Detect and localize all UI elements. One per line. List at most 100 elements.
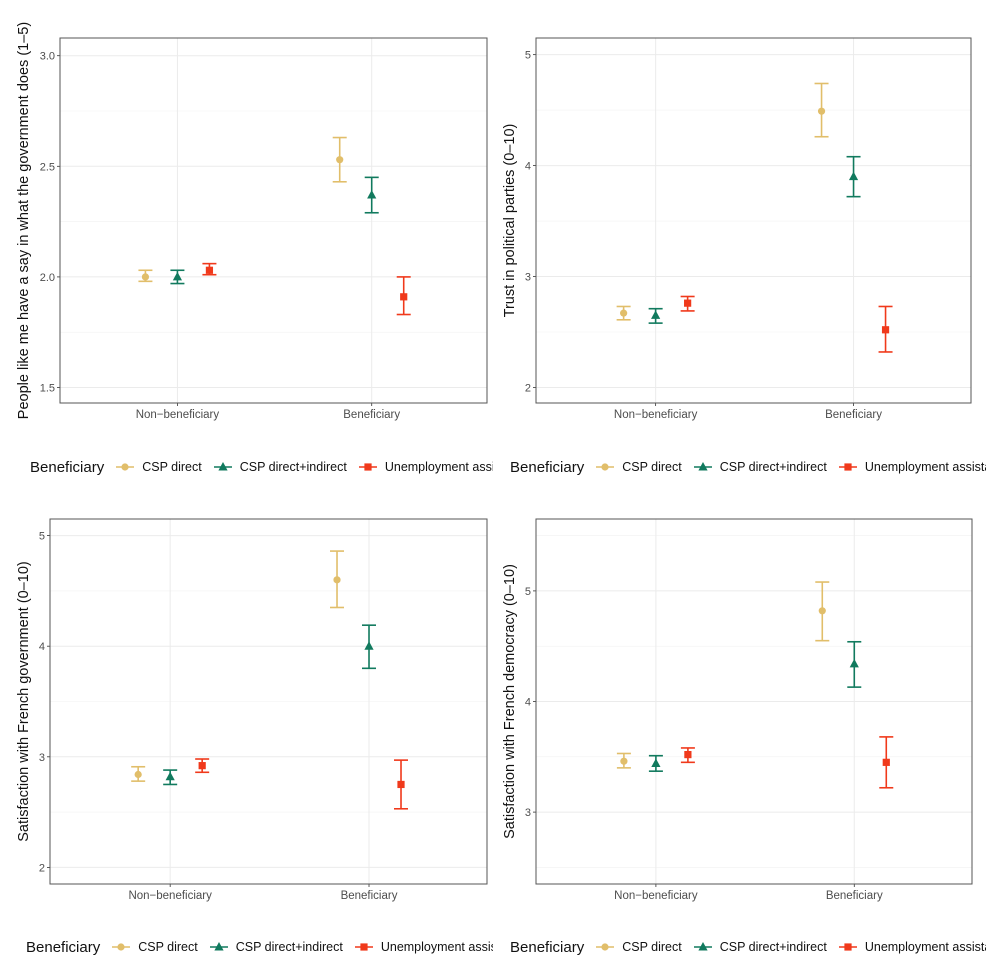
plot-frame: [59, 37, 488, 404]
legend-title: Beneficiary: [30, 458, 105, 476]
legend-bottom-right: Beneficiary CSP direct CSP direct+indirect…: [510, 937, 986, 957]
point-square: [684, 299, 692, 307]
legend-label: CSP direct: [622, 460, 682, 474]
x-tick-label: Non−beneficiary: [614, 890, 698, 902]
y-axis-label: People like me have a say in what the go…: [16, 22, 32, 419]
y-axis-label: Satisfaction with French government (0–1…: [16, 561, 32, 841]
y-axis-label: Satisfaction with French democracy (0–10…: [502, 564, 518, 839]
legend-label: CSP direct: [138, 940, 198, 954]
legend-item: CSP direct+indirect: [692, 460, 827, 474]
errorbar: [648, 307, 663, 324]
y-tick-label: 3.0: [40, 51, 55, 63]
point-square: [397, 780, 405, 789]
errorbar: [616, 305, 631, 321]
point-triangle: [651, 758, 661, 767]
errorbar: [847, 640, 862, 688]
errorbar: [163, 769, 178, 786]
y-tick-label: 5: [525, 50, 531, 62]
errorbar: [330, 550, 345, 609]
y-tick-label: 2.0: [40, 272, 55, 284]
errorbar: [814, 82, 829, 138]
legend-title: Beneficiary: [510, 938, 585, 956]
errorbar: [170, 269, 185, 285]
x-tick-label: Non−beneficiary: [128, 890, 212, 902]
x-tick-label: Beneficiary: [343, 409, 400, 421]
point-square: [364, 463, 372, 471]
errorbar: [680, 747, 695, 764]
errorbar: [878, 305, 893, 353]
point-square: [400, 293, 408, 301]
x-tick-label: Non−beneficiary: [614, 409, 698, 421]
point-square: [205, 266, 214, 274]
point-square: [882, 758, 890, 766]
point-triangle: [367, 190, 377, 199]
point-circle: [620, 309, 628, 317]
legend-key-icon: [837, 941, 859, 953]
y-tick-label: 5: [39, 531, 45, 543]
point-triangle: [651, 310, 661, 319]
y-tick-label: 2: [39, 862, 45, 874]
point-circle: [336, 156, 344, 164]
legend-key-icon: [353, 941, 375, 953]
legend-item: Unemployment assistance: [357, 460, 493, 474]
panel-2: 2 3 4 5 Non−beneficiary Beneficiary Trust in p…: [502, 37, 972, 421]
legend-label: CSP direct: [622, 940, 682, 954]
errorbar: [131, 765, 146, 782]
point-triangle: [218, 462, 228, 471]
x-tick-label: Non−beneficiary: [136, 409, 220, 421]
legend-item: CSP direct: [110, 940, 198, 954]
errorbar: [362, 624, 377, 670]
errorbar: [616, 752, 631, 769]
point-circle: [333, 576, 341, 584]
point-circle: [117, 943, 125, 951]
point-square: [360, 943, 368, 951]
legend-label: Unemployment assistance: [384, 460, 493, 474]
plot-frame: [535, 518, 973, 885]
point-circle: [601, 943, 609, 951]
legend-label: CSP direct: [142, 460, 202, 474]
errorbar: [648, 754, 663, 772]
panel-1: 1.5 2.0 2.5 3.0 Non−beneficiary Beneficiary Pe…: [16, 22, 488, 421]
legend-key-icon: [594, 461, 616, 473]
errorbar: [364, 176, 379, 214]
point-square: [198, 762, 206, 770]
y-tick-label: 3: [525, 272, 531, 284]
errorbar: [394, 759, 409, 810]
y-tick-label: 2: [525, 382, 531, 394]
legend-top-left: Beneficiary CSP direct CSP direct+indirect…: [30, 457, 493, 477]
legend-title: Beneficiary: [510, 458, 585, 476]
y-axis-label: Trust in political parties (0–10): [502, 124, 518, 318]
point-square: [881, 326, 890, 334]
legend-label: CSP direct+indirect: [235, 940, 343, 954]
point-square: [844, 943, 852, 951]
errorbar: [879, 736, 894, 789]
y-tick-label: 3: [525, 807, 531, 819]
legend-label: Unemployment assistance: [864, 460, 986, 474]
y-tick-label: 2.5: [40, 161, 55, 173]
legend-label: Unemployment assistance: [864, 940, 986, 954]
point-triangle: [172, 271, 183, 281]
x-tick-label: Beneficiary: [826, 890, 883, 902]
legend-item: CSP direct+indirect: [208, 940, 343, 954]
panel-4: 3 4 5 Non−beneficiary Beneficiary Satisfactio…: [502, 518, 973, 902]
legend-key-icon: [212, 461, 234, 473]
legend-label: CSP direct+indirect: [239, 460, 347, 474]
panel-3: 2 3 4 5 Non−beneficiary Beneficiary Satisfacti…: [16, 518, 488, 902]
point-circle: [817, 107, 826, 115]
point-square: [684, 750, 692, 759]
errorbar: [195, 758, 210, 774]
legend-item: CSP direct+indirect: [692, 940, 827, 954]
point-triangle: [849, 658, 859, 668]
errorbar: [138, 269, 153, 283]
point-triangle: [165, 771, 175, 781]
y-tick-label: 4: [525, 161, 531, 173]
legend-key-icon: [594, 941, 616, 953]
legend-item: Unemployment assistance: [837, 460, 986, 474]
legend-item: CSP direct: [114, 460, 202, 474]
errorbar: [846, 155, 861, 198]
errorbar: [815, 581, 830, 642]
y-tick-label: 3: [39, 752, 45, 764]
legend-key-icon: [114, 461, 136, 473]
point-circle: [818, 607, 826, 615]
y-tick-label: 4: [39, 641, 45, 653]
